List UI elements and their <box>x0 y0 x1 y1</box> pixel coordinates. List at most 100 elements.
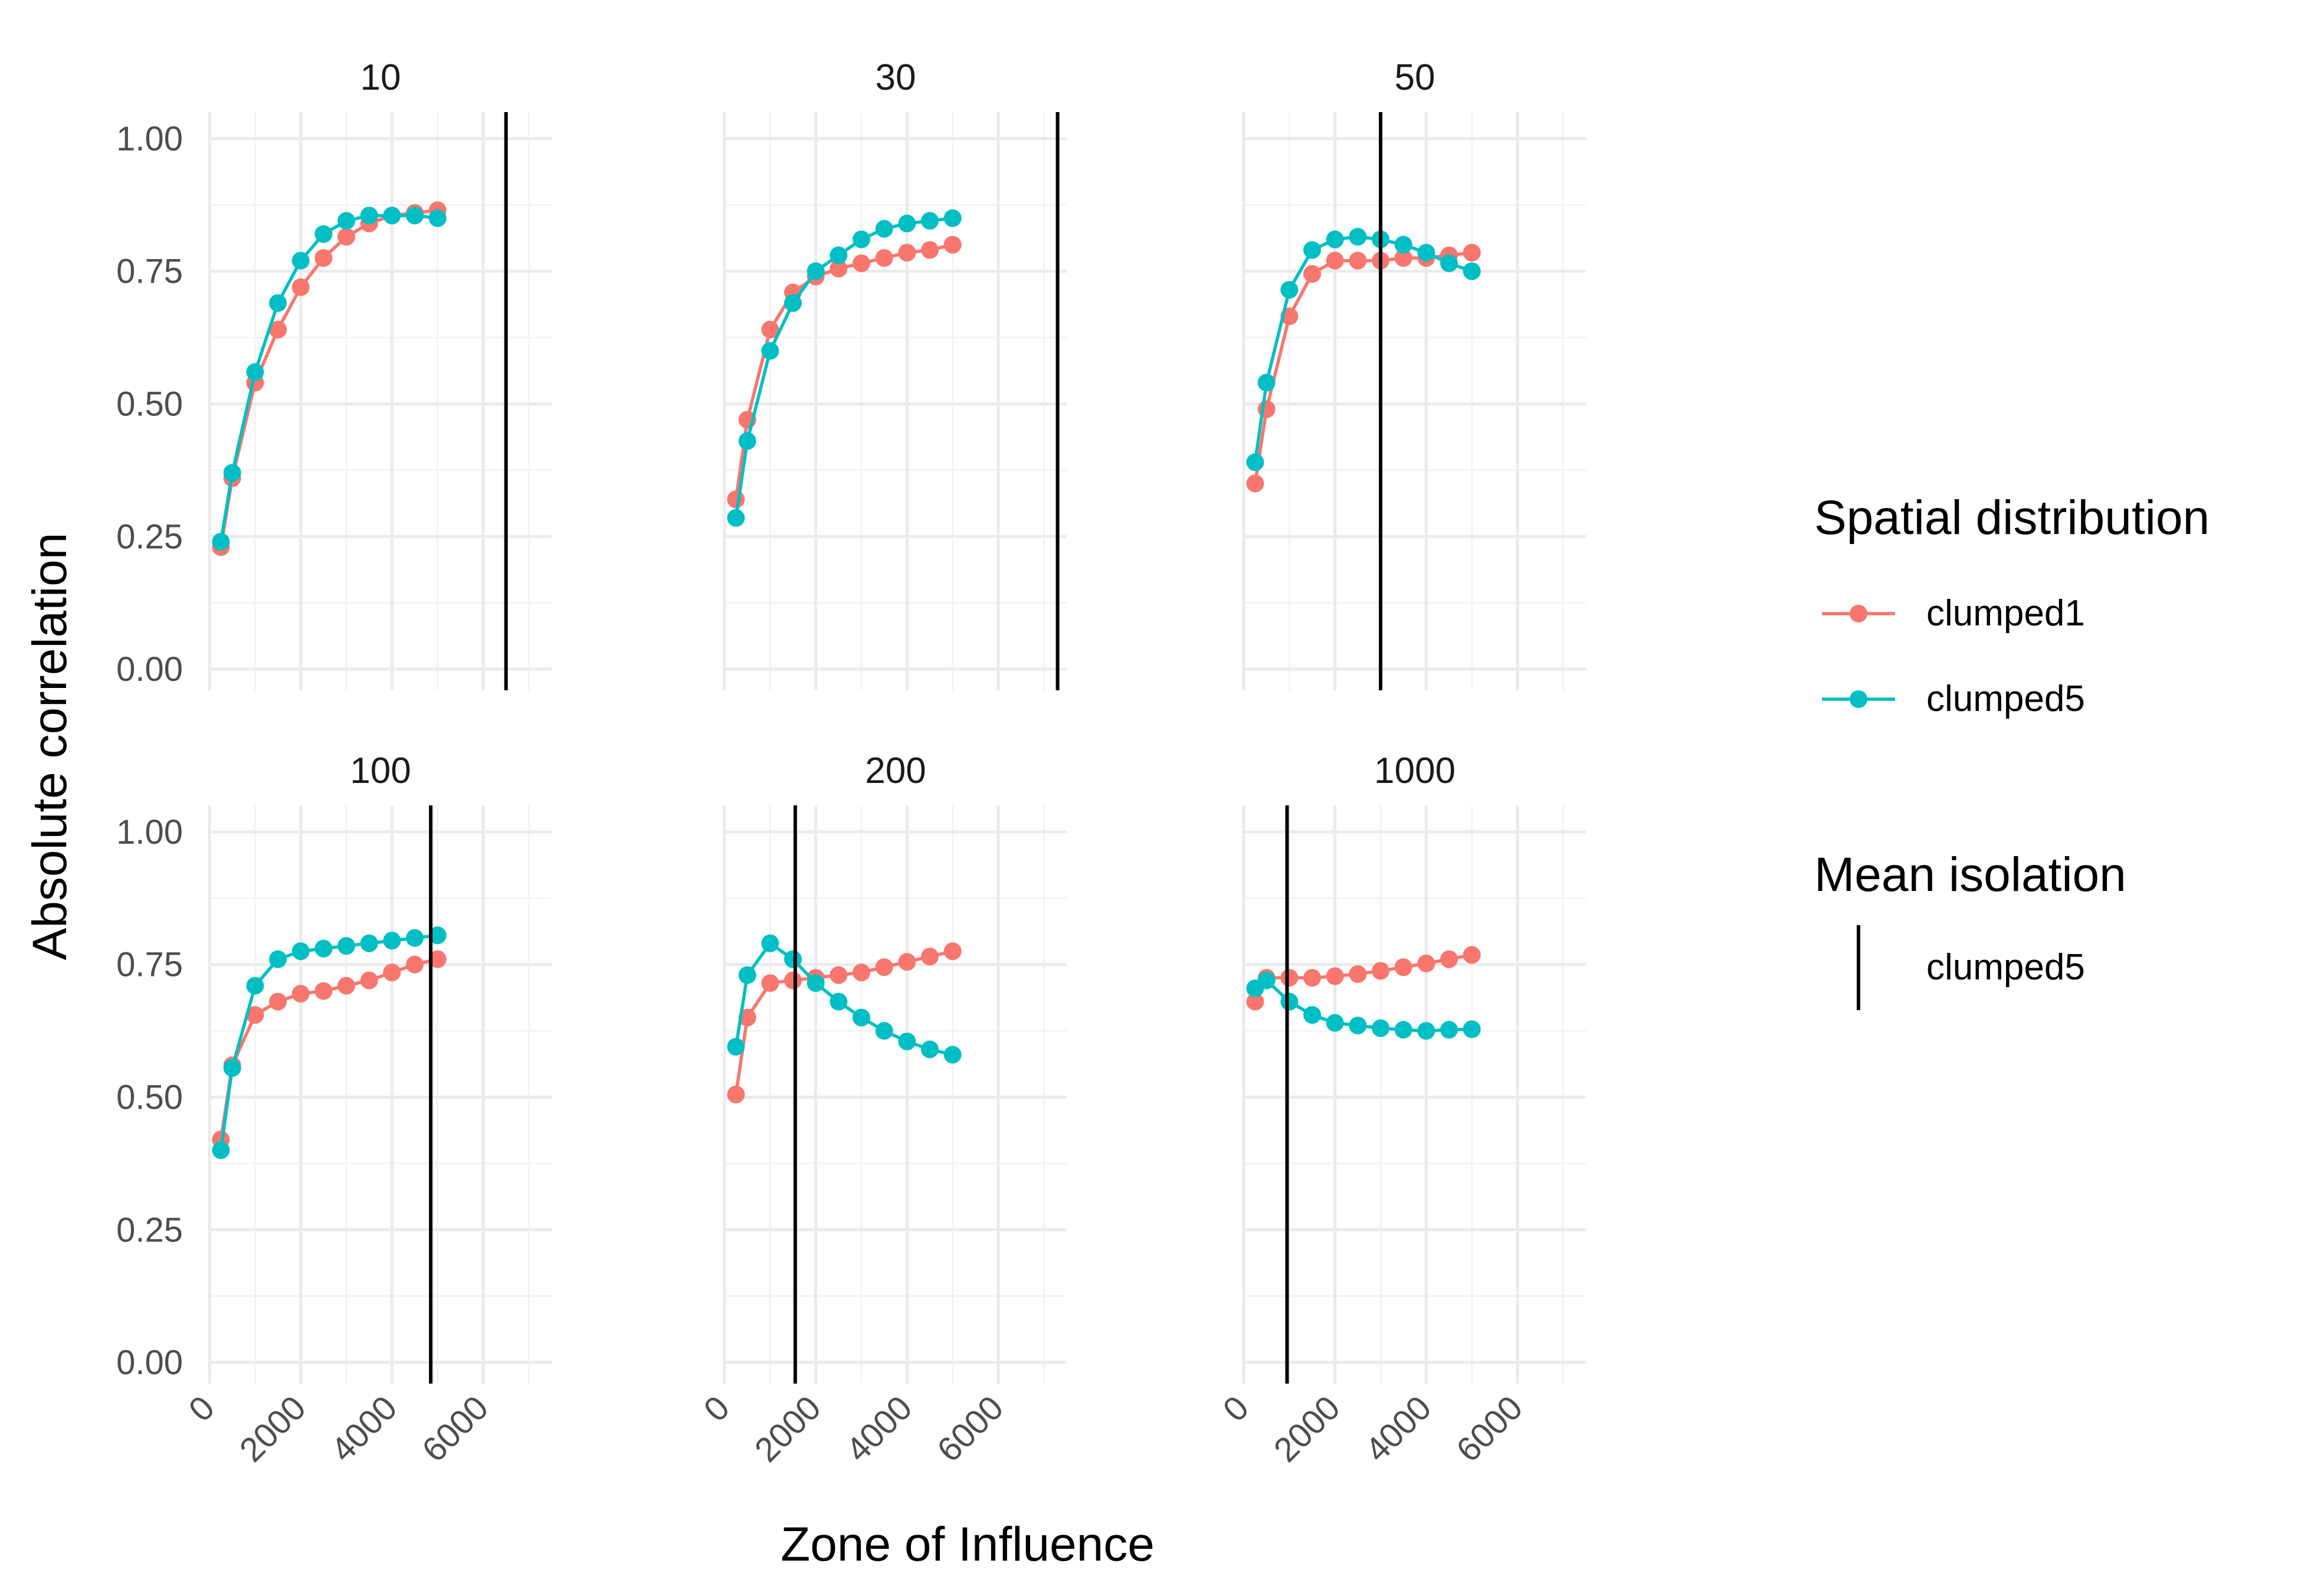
data-point-clumped5 <box>1303 241 1321 259</box>
data-point-clumped5 <box>1372 1019 1389 1037</box>
x-tick-label: 2000 <box>232 1388 313 1469</box>
data-point-clumped5 <box>738 966 756 984</box>
data-point-clumped1 <box>761 320 779 339</box>
data-point-clumped5 <box>830 992 848 1011</box>
data-point-clumped1 <box>1440 950 1458 968</box>
legend-spatial-distribution: Spatial distribution clumped1 clumped5 <box>1814 491 2210 719</box>
panel-title: 50 <box>1395 57 1435 98</box>
data-point-clumped5 <box>898 1033 916 1051</box>
data-point-clumped1 <box>1372 962 1389 980</box>
data-point-clumped5 <box>1257 373 1276 392</box>
data-point-clumped1 <box>337 228 355 246</box>
data-point-clumped5 <box>1303 1006 1321 1024</box>
data-point-clumped5 <box>1280 281 1299 299</box>
y-tick-label: 0.25 <box>116 1211 183 1249</box>
panel-50: 50 <box>1242 57 1586 690</box>
data-point-clumped1 <box>943 942 962 961</box>
data-point-clumped5 <box>1440 1021 1458 1039</box>
data-point-clumped5 <box>1440 254 1458 273</box>
data-point-clumped1 <box>1246 474 1264 493</box>
x-tick-label: 4000 <box>323 1388 404 1469</box>
data-point-clumped1 <box>1349 965 1367 983</box>
data-point-clumped1 <box>291 278 310 296</box>
data-point-clumped1 <box>360 971 378 989</box>
data-point-clumped1 <box>406 955 424 974</box>
data-point-clumped5 <box>314 939 333 958</box>
data-point-clumped1 <box>1280 969 1299 987</box>
panel-100: 100 0.00 0.25 0.50 0.75 1.00 0 2000 4000 6000 <box>116 751 552 1469</box>
data-point-clumped1 <box>830 260 848 278</box>
data-point-clumped5 <box>428 209 447 227</box>
data-point-clumped5 <box>428 926 447 945</box>
data-point-clumped1 <box>269 320 287 339</box>
data-point-clumped5 <box>784 294 802 312</box>
data-point-clumped5 <box>212 1141 230 1159</box>
panel-1000: 1000 0 2000 4000 6000 <box>1215 751 1586 1469</box>
data-point-clumped1 <box>1349 251 1367 270</box>
data-point-clumped1 <box>898 244 916 262</box>
data-point-clumped5 <box>223 464 241 482</box>
panel-title: 10 <box>360 57 401 98</box>
x-tick-label: 0 <box>1215 1388 1256 1429</box>
data-point-clumped5 <box>1417 1022 1435 1040</box>
data-point-clumped1 <box>1326 251 1344 270</box>
data-point-clumped1 <box>943 235 962 254</box>
data-point-clumped5 <box>1326 1014 1344 1032</box>
y-tick-label: 0.50 <box>116 385 183 423</box>
data-point-clumped1 <box>1394 958 1412 976</box>
data-point-clumped1 <box>784 971 802 989</box>
data-point-clumped5 <box>1394 235 1412 254</box>
y-tick-label: 1.00 <box>116 813 183 851</box>
x-tick-label: 6000 <box>1449 1388 1530 1469</box>
data-point-clumped5 <box>853 230 870 248</box>
data-point-clumped1 <box>246 1006 264 1024</box>
data-point-clumped1 <box>898 953 916 971</box>
data-point-clumped5 <box>1246 453 1264 471</box>
data-point-clumped5 <box>761 342 779 360</box>
data-point-clumped5 <box>875 1022 893 1040</box>
data-point-clumped1 <box>853 254 870 273</box>
x-tick-label: 4000 <box>1358 1388 1438 1469</box>
data-point-clumped1 <box>1463 946 1481 964</box>
data-point-clumped1 <box>269 992 287 1011</box>
data-point-clumped5 <box>291 251 310 270</box>
panel-title: 30 <box>876 57 916 98</box>
x-tick-label: 6000 <box>930 1388 1011 1469</box>
data-point-clumped5 <box>807 974 825 992</box>
y-tick-label: 0.75 <box>116 253 183 291</box>
data-point-clumped1 <box>1326 967 1344 985</box>
panel-title: 200 <box>865 751 926 791</box>
data-point-clumped1 <box>1463 244 1481 262</box>
data-point-clumped5 <box>943 1046 962 1064</box>
data-point-clumped5 <box>212 533 230 551</box>
y-tick-label: 0.00 <box>116 650 183 689</box>
legend-mean-isolation: Mean isolation clumped5 <box>1814 848 2126 1010</box>
data-point-clumped1 <box>291 985 310 1003</box>
data-point-clumped1 <box>1417 954 1435 972</box>
x-tick-label: 6000 <box>415 1388 496 1469</box>
data-point-clumped5 <box>1326 230 1344 248</box>
data-point-clumped5 <box>383 932 401 950</box>
data-point-clumped1 <box>1303 969 1321 987</box>
data-point-clumped1 <box>875 958 893 976</box>
data-point-clumped5 <box>360 207 378 225</box>
data-point-clumped5 <box>337 937 355 955</box>
legend-title: Spatial distribution <box>1814 491 2210 545</box>
data-point-clumped5 <box>223 1059 241 1077</box>
data-point-clumped5 <box>314 225 333 243</box>
y-tick-label: 1.00 <box>116 120 183 158</box>
legend-label: clumped5 <box>1926 947 2085 988</box>
panel-title: 100 <box>350 751 411 791</box>
data-point-clumped1 <box>727 1086 745 1103</box>
y-tick-label: 0.75 <box>116 946 183 984</box>
data-point-clumped5 <box>738 432 756 450</box>
data-point-clumped5 <box>830 246 848 264</box>
data-point-clumped5 <box>406 929 424 947</box>
data-point-clumped5 <box>1280 992 1299 1011</box>
data-point-clumped1 <box>337 976 355 995</box>
data-point-clumped5 <box>921 212 939 230</box>
data-point-clumped5 <box>921 1040 939 1058</box>
x-tick-label: 0 <box>181 1388 222 1429</box>
data-point-clumped5 <box>784 950 802 968</box>
